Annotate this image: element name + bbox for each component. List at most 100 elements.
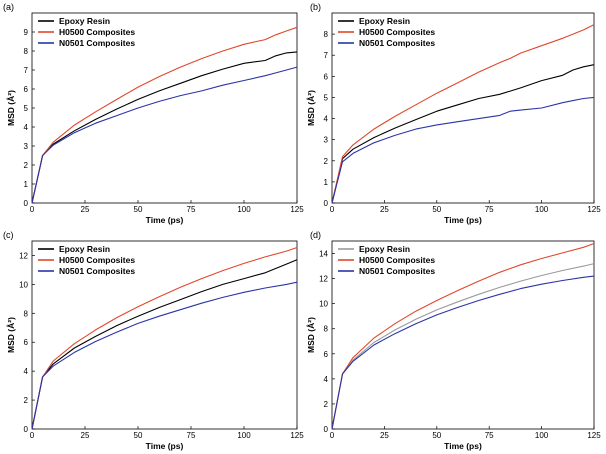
y-tick-label: 4: [324, 375, 329, 384]
legend-label: N0501 Composites: [359, 38, 435, 48]
x-tick-label: 75: [187, 431, 196, 440]
y-tick-label: 9: [24, 28, 29, 37]
y-tick-label: 10: [319, 300, 328, 309]
series-line-h0500-composites: [331, 24, 595, 204]
legend-label: N0501 Composites: [59, 266, 135, 276]
y-tick-label: 5: [24, 104, 29, 113]
x-tick-label: 50: [432, 205, 441, 214]
x-tick-label: 75: [485, 205, 494, 214]
y-axis-title: MSD (Å²): [6, 90, 16, 126]
series-line-n0501-composites: [331, 275, 595, 430]
y-tick-label: 3: [324, 136, 329, 145]
x-tick-label: 0: [330, 431, 335, 440]
legend-label: H0500 Composites: [359, 255, 435, 265]
y-tick-label: 2: [24, 396, 29, 405]
x-axis-title: Time (ps): [444, 441, 482, 451]
x-tick-label: 125: [290, 431, 304, 440]
series-line-epoxy-resin: [31, 51, 298, 204]
y-tick-label: 2: [324, 400, 329, 409]
x-tick-label: 100: [535, 431, 549, 440]
x-tick-label: 0: [30, 205, 35, 214]
panel-label: (c): [3, 230, 14, 240]
x-axis-title: Time (ps): [146, 441, 184, 451]
legend-label: H0500 Composites: [59, 255, 135, 265]
y-tick-label: 4: [24, 123, 29, 132]
y-tick-label: 2: [324, 157, 329, 166]
x-tick-label: 125: [587, 205, 601, 214]
legend-label: N0501 Composites: [359, 266, 435, 276]
y-tick-label: 0: [24, 199, 29, 208]
x-tick-label: 25: [380, 431, 389, 440]
panel-a: (a) 0 25 50 75 100 125 0 1 2 3 4 5 6 7 8 9 Time (ps) MSD (…: [3, 2, 304, 225]
x-tick-label: 75: [187, 205, 196, 214]
y-tick-label: 2: [24, 161, 29, 170]
x-tick-label: 25: [81, 431, 90, 440]
y-tick-label: 1: [324, 178, 329, 187]
series-line-h0500-composites: [31, 246, 298, 430]
y-tick-label: 7: [324, 51, 329, 60]
legend-label: Epoxy Resin: [59, 244, 110, 254]
legend-label: N0501 Composites: [59, 38, 135, 48]
legend-label: Epoxy Resin: [359, 16, 410, 26]
y-tick-label: 8: [24, 47, 29, 56]
x-tick-label: 0: [330, 205, 335, 214]
plot-frame: [31, 240, 298, 430]
x-tick-label: 100: [237, 205, 251, 214]
series-line-epoxy-resin: [31, 259, 298, 430]
y-tick-label: 8: [324, 30, 329, 39]
x-tick-label: 100: [237, 431, 251, 440]
x-tick-label: 125: [290, 205, 304, 214]
series-line-epoxy-resin: [331, 64, 595, 204]
y-tick-label: 14: [319, 250, 328, 259]
x-axis-title: Time (ps): [444, 215, 482, 225]
y-tick-label: 0: [24, 425, 29, 434]
y-axis-title: MSD (Å²): [6, 317, 16, 353]
x-tick-label: 50: [134, 205, 143, 214]
x-tick-label: 125: [587, 431, 601, 440]
legend-label: H0500 Composites: [359, 27, 435, 37]
legend-label: Epoxy Resin: [359, 244, 410, 254]
panel-c: (c) 0 25 50 75 100 125 0 2 4 6 8 10 12 Time (ps) MSD (Å…: [3, 230, 304, 451]
y-tick-label: 8: [24, 309, 29, 318]
y-axis-title: MSD (Å²): [306, 90, 316, 126]
legend-label: Epoxy Resin: [59, 16, 110, 26]
y-tick-label: 3: [24, 142, 29, 151]
y-tick-label: 1: [24, 180, 29, 189]
x-tick-label: 50: [134, 431, 143, 440]
x-axis-title: Time (ps): [146, 215, 184, 225]
y-tick-label: 6: [24, 85, 29, 94]
panel-label: (a): [3, 2, 14, 12]
y-tick-label: 10: [19, 280, 28, 289]
y-tick-label: 7: [24, 66, 29, 75]
x-tick-label: 75: [485, 431, 494, 440]
plot-frame: [331, 240, 595, 430]
series-line-n0501-composites: [331, 96, 595, 204]
x-tick-label: 50: [432, 431, 441, 440]
y-tick-label: 5: [324, 93, 329, 102]
y-tick-label: 6: [324, 350, 329, 359]
y-axis-title: MSD (Å²): [306, 317, 316, 353]
series-line-n0501-composites: [31, 281, 298, 430]
y-tick-label: 8: [324, 325, 329, 334]
series-line-epoxy-resin: [331, 263, 595, 430]
plot-frame: [331, 12, 595, 204]
series-line-n0501-composites: [31, 66, 298, 204]
y-tick-label: 4: [24, 367, 29, 376]
x-tick-label: 25: [380, 205, 389, 214]
y-tick-label: 12: [19, 251, 28, 260]
panel-b: (b) 0 25 50 75 100 125 0 1 2 3 4 5 6 7 8 Time (ps) MSD (Å…: [306, 2, 601, 225]
y-tick-label: 0: [324, 199, 329, 208]
legend-label: H0500 Composites: [59, 27, 135, 37]
y-tick-label: 6: [324, 72, 329, 81]
y-tick-label: 6: [24, 338, 29, 347]
y-tick-label: 0: [324, 425, 329, 434]
panel-label: (d): [310, 230, 321, 240]
x-tick-label: 100: [535, 205, 549, 214]
y-tick-label: 12: [319, 275, 328, 284]
series-line-h0500-composites: [31, 26, 298, 204]
